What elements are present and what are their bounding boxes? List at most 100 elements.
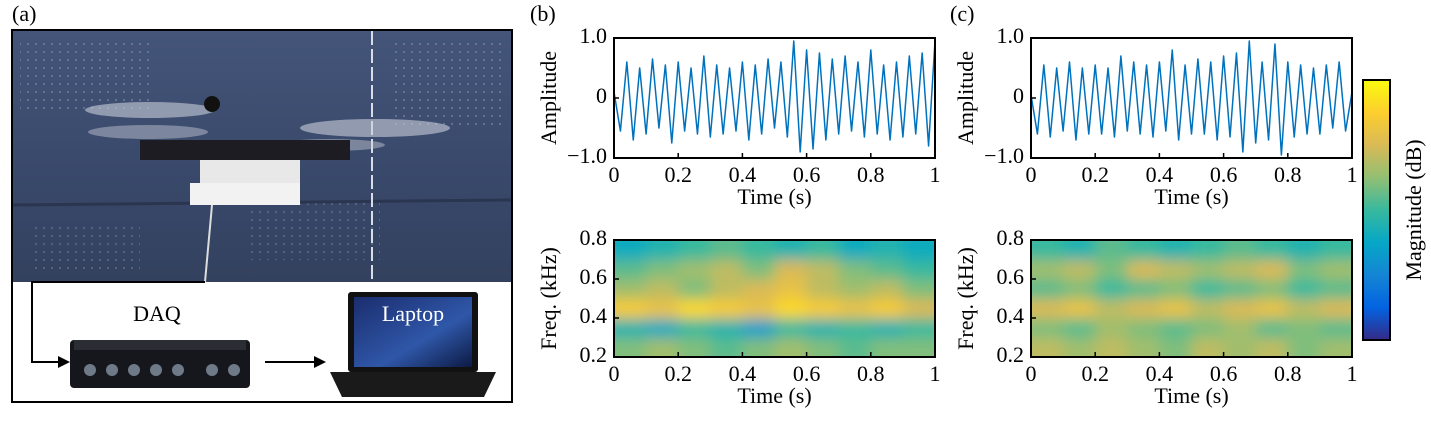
spectrogram-cell (742, 318, 775, 338)
x-axis-label: Time (s) (1154, 383, 1228, 408)
spectrogram-cell (1191, 240, 1225, 260)
spectrogram-cell (678, 279, 711, 299)
spectrogram-cell (806, 259, 840, 280)
spectrogram-cell (1287, 240, 1321, 260)
x-tick-label: 1 (1347, 162, 1358, 187)
spectrogram-cell (1223, 240, 1257, 260)
spectrogram-cell (1063, 298, 1096, 319)
y-tick-label: −1.0 (567, 143, 607, 168)
x-tick-label: 0.2 (664, 361, 692, 386)
spectrogram-cell (1159, 259, 1192, 280)
spectrogram-cell (742, 259, 775, 280)
plot-frame (1030, 239, 1353, 358)
spectrogram-cell (1031, 240, 1064, 260)
spectrogram-cell (838, 240, 872, 260)
x-tick-label: 0 (609, 361, 620, 386)
spectrogram-cell (1095, 259, 1128, 280)
spectrogram-cell (1031, 337, 1064, 357)
y-tick-label: 0 (596, 83, 607, 108)
spectrogram-cell (838, 337, 872, 357)
spectrogram-cell (838, 298, 872, 319)
spectrogram-cell (1287, 298, 1321, 319)
spectrogram-cell (1287, 337, 1321, 357)
spectrogram-cell (646, 259, 679, 280)
x-tick-label: 0.6 (1210, 162, 1238, 187)
panel-label: (c) (950, 1, 974, 26)
spectrogram-cell (870, 318, 904, 338)
spectrogram-cell (1159, 318, 1192, 338)
spectrogram-cell (1255, 259, 1289, 280)
x-tick-label: 1 (930, 361, 941, 386)
y-tick-label: 1.0 (580, 23, 608, 48)
spectrogram-cell (774, 259, 808, 280)
spectrogram-cell (1127, 279, 1160, 299)
panel-label: (a) (12, 1, 36, 26)
spectrogram-cell (742, 279, 775, 299)
spectrogram-cell (1191, 298, 1225, 319)
spectrogram-cell (1319, 298, 1352, 319)
spectrogram-cell (1191, 337, 1225, 357)
spectrogram-cell (614, 279, 647, 299)
x-tick-label: 0 (1026, 361, 1037, 386)
spectrogram-cell (1191, 259, 1225, 280)
y-tick-label: 0.8 (997, 225, 1025, 250)
spectrogram-cell (1095, 337, 1128, 357)
y-tick-label: −1.0 (984, 143, 1024, 168)
spectrogram-cell (1095, 240, 1128, 260)
spectrogram-cell (1255, 298, 1289, 319)
spectrogram-cell (806, 318, 840, 338)
x-tick-label: 0 (1026, 162, 1037, 187)
y-tick-label: 0.2 (580, 342, 608, 367)
x-tick-label: 0.4 (1146, 361, 1174, 386)
spectrogram-cell (614, 240, 647, 260)
spectrogram-cell (806, 337, 840, 357)
spectrogram-cell (1063, 259, 1096, 280)
y-tick-label: 0.8 (580, 225, 608, 250)
x-tick-label: 0.8 (857, 162, 885, 187)
spectrogram-cell (902, 240, 935, 260)
spectrogram-cell (1191, 318, 1225, 338)
spectrogram-cell (1223, 279, 1257, 299)
spectrogram-cell (710, 240, 743, 260)
x-tick-label: 0.4 (1146, 162, 1174, 187)
spectrogram-cell (1191, 279, 1225, 299)
x-tick-label: 0.2 (1081, 162, 1109, 187)
spectrogram-cell (1127, 259, 1160, 280)
spectrogram-cell (1319, 318, 1352, 338)
y-tick-label: 0.4 (997, 303, 1025, 328)
spectrogram-cell (1287, 279, 1321, 299)
x-tick-label: 1 (930, 162, 941, 187)
spectrogram-cell (1031, 279, 1064, 299)
spectrogram-cell (902, 298, 935, 319)
spectrogram-cell (1159, 298, 1192, 319)
signal-line (613, 40, 936, 153)
spectrogram-cell (1127, 298, 1160, 319)
spectrogram-cell (1159, 240, 1192, 260)
spectrogram-cell (1255, 318, 1289, 338)
plot-frame (613, 239, 936, 358)
spectrogram-cell (1255, 337, 1289, 357)
x-tick-label: 0.4 (729, 361, 757, 386)
spectrogram-cell (1095, 279, 1128, 299)
colorbar (1362, 79, 1391, 341)
spectrogram-cell (1063, 240, 1096, 260)
spectrogram-cell (710, 298, 743, 319)
spectrogram-cell (1319, 337, 1352, 357)
spectrogram-cell (678, 298, 711, 319)
spectrogram-cell (646, 240, 679, 260)
y-tick-label: 1.0 (997, 23, 1025, 48)
y-tick-label: 0.2 (997, 342, 1025, 367)
spectrogram-cells (614, 240, 935, 357)
spectrogram-cell (1287, 259, 1321, 280)
spectrogram-cell (710, 318, 743, 338)
spectrogram-cell (902, 259, 935, 280)
spectrogram-cell (774, 279, 808, 299)
spectrogram-cell (902, 279, 935, 299)
spectrogram-cell (742, 298, 775, 319)
signal-line (1030, 40, 1353, 156)
x-axis-label: Time (s) (737, 184, 811, 209)
spectrogram-cell (1255, 279, 1289, 299)
spectrogram-cell (1127, 318, 1160, 338)
spectrogram-cell (1319, 259, 1352, 280)
spectrogram-cell (1319, 240, 1352, 260)
